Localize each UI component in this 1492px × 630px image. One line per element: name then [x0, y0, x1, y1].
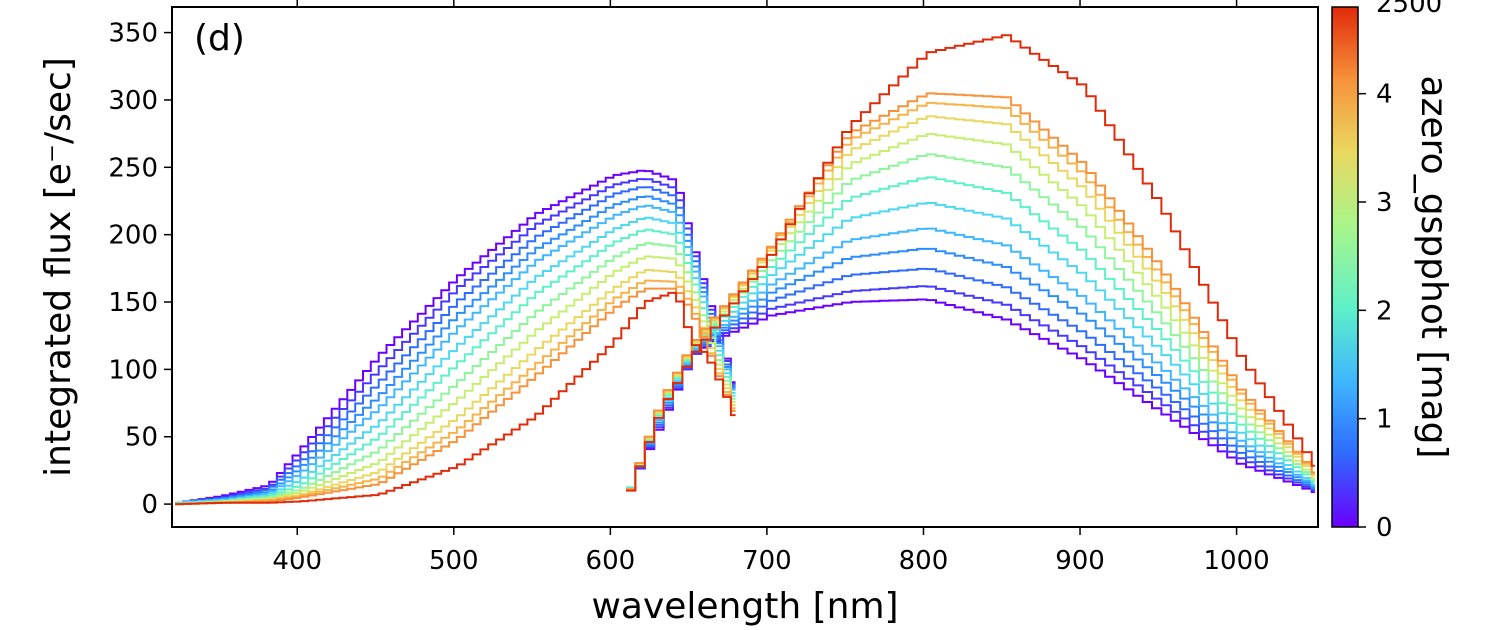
rp-spectrum-line: [626, 34, 1315, 492]
colorbar-gradient: [1331, 6, 1359, 528]
x-axis: 400 500 600 700 800 900 1000: [272, 0, 1270, 576]
y-tick-label: 200: [108, 221, 158, 251]
bp-spectrum-line: [175, 216, 736, 504]
x-axis-title: wavelength [nm]: [591, 586, 898, 627]
x-tick-label: 400: [272, 546, 322, 576]
rp-spectrum-line: [626, 176, 1315, 489]
colorbar-title: azero_gspphot [mag]: [1413, 76, 1454, 459]
plot-frame: [171, 6, 1319, 528]
spectrum-series-0: [175, 169, 1315, 504]
spectrum-series-4: [175, 204, 1315, 504]
y-tick-label: 50: [125, 423, 158, 453]
rp-spectrum-line: [626, 153, 1315, 491]
colorbar-ticks: 0 1 2 3 4: [1358, 80, 1393, 543]
spectrum-series-11: [175, 92, 1315, 506]
colorbar-tick-label: 3: [1376, 188, 1393, 218]
panel-label: (d): [194, 18, 245, 59]
y-tick-label: 250: [108, 153, 158, 183]
bp-spectrum-line: [175, 178, 736, 504]
rp-spectrum-line: [626, 298, 1315, 494]
spectrum-series-3: [175, 195, 1315, 504]
bp-spectrum-line: [175, 186, 736, 504]
series-layer: [175, 34, 1315, 506]
bp-spectrum-line: [175, 195, 736, 504]
spectrum-series-6: [175, 176, 1315, 504]
y-axis: 0 50 100 150 200 250 300 350: [108, 19, 172, 520]
spectrum-series-8: [175, 133, 1315, 506]
y-tick-label: 350: [108, 19, 158, 49]
bp-spectrum-line: [175, 242, 736, 506]
x-tick-label: 700: [742, 546, 792, 576]
rp-spectrum-line: [626, 202, 1315, 489]
bp-spectrum-line: [175, 291, 736, 506]
rp-spectrum-line: [626, 133, 1315, 491]
spectrum-series-12: [175, 34, 1315, 506]
x-tick-label: 1000: [1204, 546, 1270, 576]
colorbar-tick-label: 2: [1376, 296, 1393, 326]
rp-spectrum-line: [626, 285, 1315, 492]
bp-spectrum-line: [175, 228, 736, 504]
y-tick-label: 150: [108, 288, 158, 318]
colorbar: 0 1 2 3 4 2500 azero_gspphot [mag]: [1331, 0, 1454, 543]
rp-spectrum-line: [626, 115, 1315, 491]
x-tick-label: 600: [586, 546, 636, 576]
colorbar-tick-label: 4: [1376, 80, 1393, 110]
spectrum-series-5: [175, 202, 1315, 504]
rp-spectrum-line: [626, 247, 1315, 489]
spectrum-series-9: [175, 115, 1315, 506]
rp-spectrum-line: [626, 267, 1315, 491]
colorbar-tick-label: 0: [1376, 513, 1393, 543]
bp-spectrum-line: [175, 279, 736, 506]
spectrum-series-7: [175, 153, 1315, 506]
y-tick-label: 300: [108, 86, 158, 116]
colorbar-tick-label: 1: [1376, 405, 1393, 435]
x-tick-label: 900: [1055, 546, 1105, 576]
y-axis-title: integrated flux [e⁻/sec]: [38, 57, 79, 477]
y-tick-label: 0: [141, 490, 158, 520]
colorbar-top-label: 2500: [1376, 0, 1442, 19]
rp-spectrum-line: [626, 227, 1315, 489]
spectrum-series-1: [175, 178, 1315, 504]
x-tick-label: 500: [429, 546, 479, 576]
bp-spectrum-line: [175, 204, 736, 504]
bp-spectrum-line: [175, 169, 736, 504]
spectrum-series-2: [175, 186, 1315, 504]
spectrum-series-10: [175, 101, 1315, 506]
rp-spectrum-line: [626, 92, 1315, 491]
rp-spectrum-line: [626, 101, 1315, 491]
x-tick-label: 800: [899, 546, 949, 576]
y-tick-label: 100: [108, 355, 158, 385]
bp-spectrum-line: [175, 287, 736, 506]
bp-spectrum-line: [175, 255, 736, 506]
